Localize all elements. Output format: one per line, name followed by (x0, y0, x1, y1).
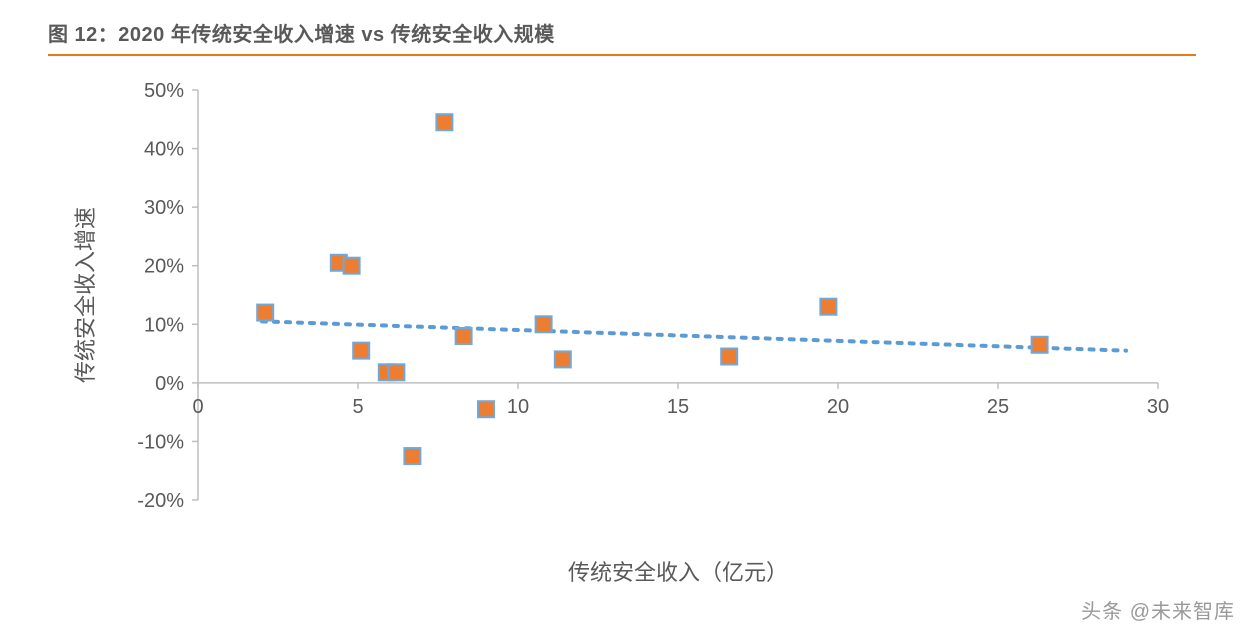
x-tick-label: 20 (827, 396, 849, 418)
trendline (262, 321, 1126, 350)
x-tick-label: 30 (1147, 396, 1169, 418)
data-point (456, 328, 472, 344)
title-rule (48, 54, 1196, 56)
y-tick-label: 50% (144, 80, 184, 102)
scatter-plot: -20% -10% 0% 10% 20% 30% 40% 50% 0 5 10 15 20 25 30 传统… (48, 70, 1178, 590)
y-axis-label: 传统安全收入增速 (73, 207, 98, 383)
x-tick-label: 5 (352, 396, 363, 418)
figure-title: 图 12：2020 年传统安全收入增速 vs 传统安全收入规模 (48, 18, 555, 47)
x-tick-label: 0 (192, 396, 203, 418)
data-point (555, 351, 571, 367)
y-tick-label: 40% (144, 139, 184, 161)
data-point (820, 299, 836, 315)
y-tick-label: 10% (144, 314, 184, 336)
data-point (1032, 337, 1048, 353)
x-axis-label: 传统安全收入（亿元） (568, 560, 788, 585)
data-point (344, 258, 360, 274)
x-tick-label: 15 (667, 396, 689, 418)
y-tick-label: 20% (144, 256, 184, 278)
data-point (353, 343, 369, 359)
y-tick-label: -20% (137, 490, 184, 512)
data-point (721, 349, 737, 365)
data-point (436, 114, 452, 130)
data-point (478, 401, 494, 417)
y-tick-label: 30% (144, 197, 184, 219)
x-tick-label: 25 (987, 396, 1009, 418)
data-point (388, 364, 404, 380)
data-point (536, 316, 552, 332)
watermark: 头条 @未来智库 (1081, 595, 1235, 624)
data-point (257, 305, 273, 321)
y-tick-label: 0% (155, 373, 184, 395)
x-tick-label: 10 (507, 396, 529, 418)
data-point (404, 448, 420, 464)
y-tick-label: -10% (137, 431, 184, 453)
